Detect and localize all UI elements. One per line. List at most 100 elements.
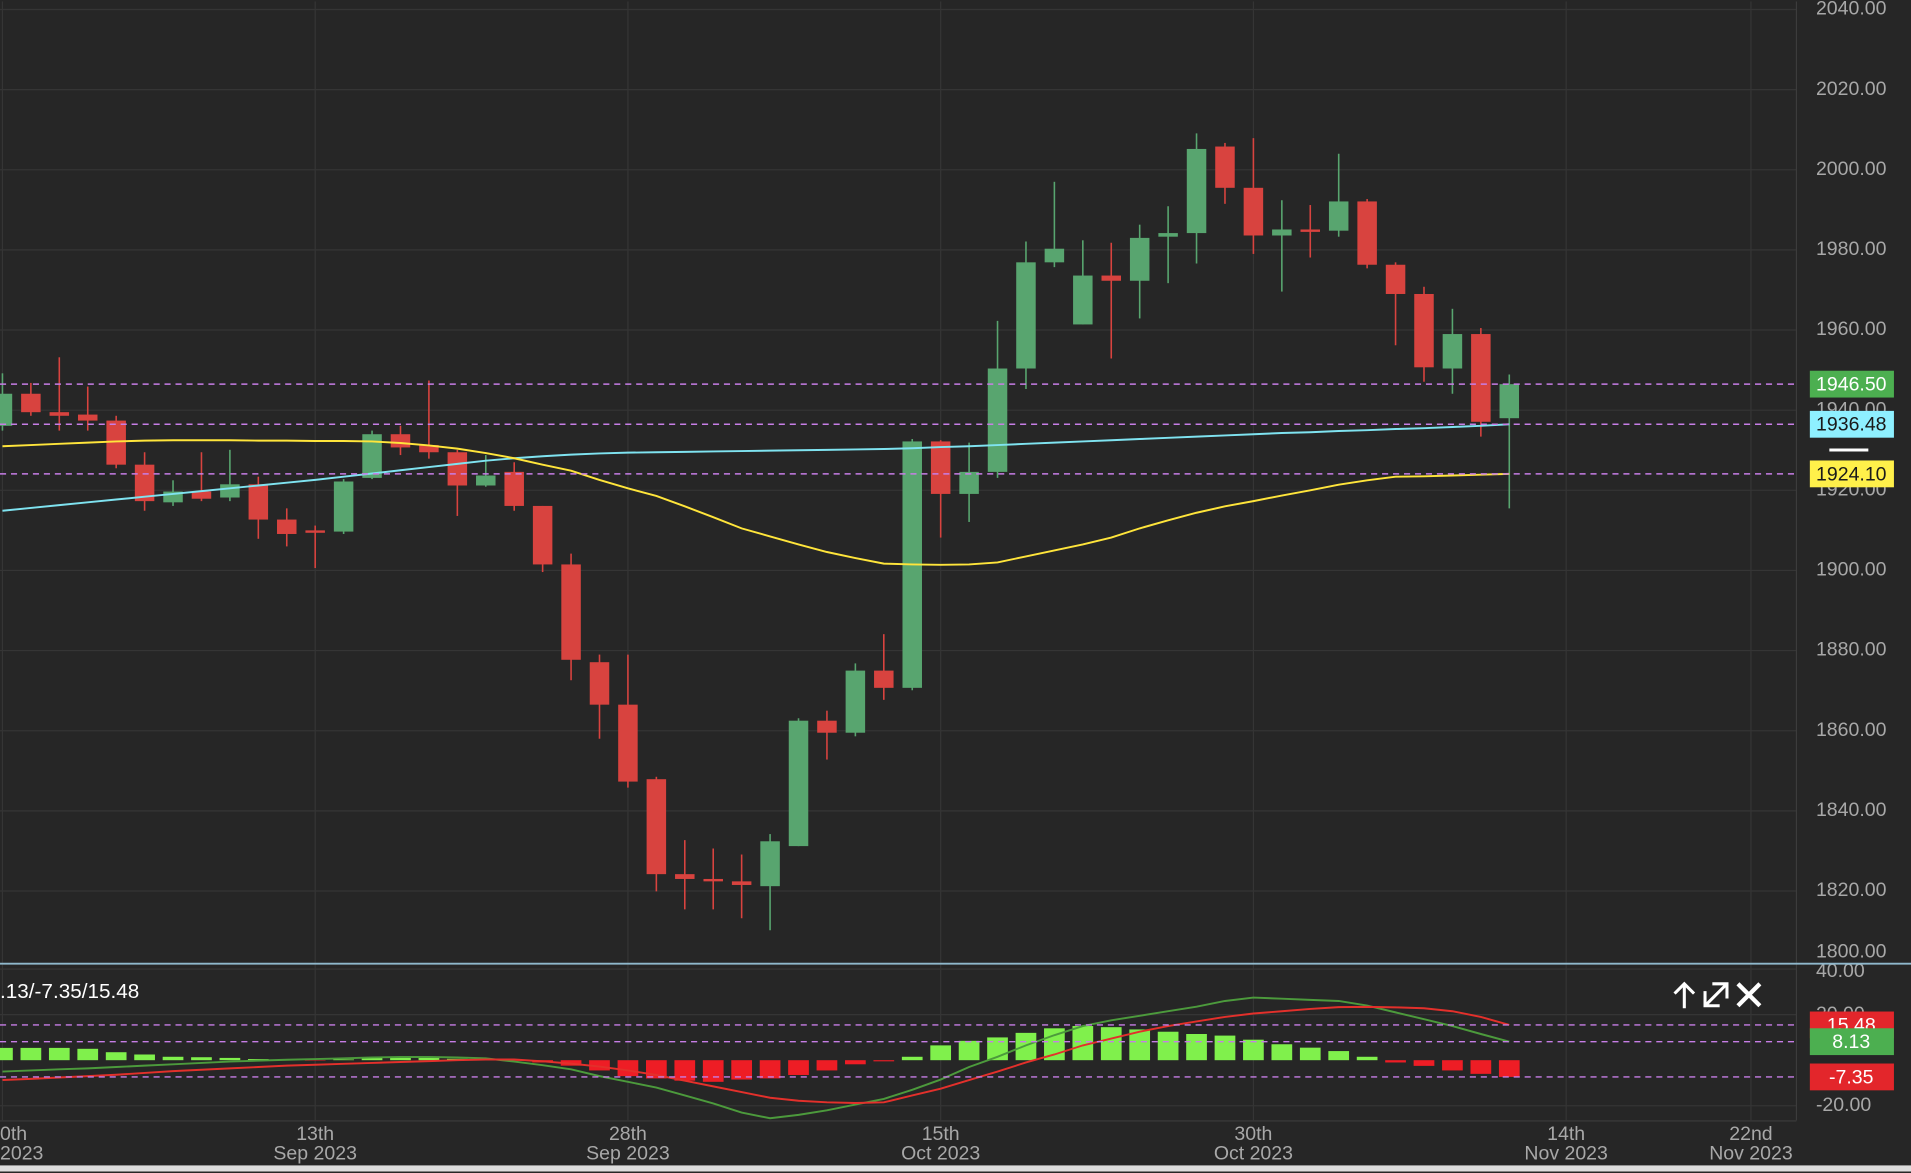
y-tick-label: 1860.00 [1816,719,1887,741]
candle-body [1385,264,1406,294]
price-label-box [1809,370,1894,398]
y-tick-label: 2040.00 [1816,0,1887,20]
candle-body [21,393,41,413]
indicator-line [2,423,1510,512]
histogram-bar [390,1057,411,1061]
histogram-bar [503,1060,525,1061]
histogram-bar [1498,1060,1520,1077]
price-label-box [1809,1063,1894,1091]
candle-body [1357,201,1377,265]
candle-body [1016,262,1036,369]
x-tick-label: 13th [296,1123,334,1145]
move-up-icon[interactable] [1673,981,1696,1009]
histogram-bar [191,1057,212,1061]
histogram-bar [1100,1027,1122,1061]
candle-body [1215,146,1235,188]
price-label-box [1809,460,1894,488]
y-tick-label: 1900.00 [1816,559,1887,581]
histogram-bar [1299,1047,1321,1061]
histogram-bar [901,1056,923,1061]
price-label: 8.13 [1832,1031,1870,1053]
y-tick-label: 1800.00 [1816,940,1887,962]
histogram-bar [1243,1039,1264,1061]
y-tick-label: 1960.00 [1816,318,1887,340]
histogram-bar [247,1059,269,1061]
candle-body [0,393,13,426]
indicator-panel [0,964,1797,1121]
x-tick-label: 28th [609,1123,647,1145]
bottom-strip [0,1165,1911,1172]
histogram-bar [702,1060,724,1082]
x-tick-sublabel: Nov 2023 [1524,1143,1607,1165]
candle-body [191,491,212,499]
candle-body [959,471,979,494]
x-tick-label: 0th [0,1123,27,1145]
candle-body [561,564,581,660]
candle-body [476,475,496,486]
histogram-bar [674,1060,696,1081]
candle-body [1414,293,1434,368]
histogram-bar [105,1052,127,1061]
candle-body [333,481,354,532]
candle-body [646,779,667,875]
x-tick-sublabel: 2023 [0,1143,43,1165]
y-tick-label: 1880.00 [1816,639,1887,661]
candle-body [1300,229,1321,232]
expand-icon[interactable] [1703,982,1729,1008]
price-label-box [1809,410,1894,438]
panel-controls [1673,981,1762,1009]
candle-body [1186,148,1207,234]
price-panel [0,1,1797,964]
histogram-bar [48,1047,70,1061]
histogram-bar [788,1060,809,1075]
candle-body [220,484,240,498]
histogram-bar [162,1056,184,1061]
candle-body [845,670,866,733]
candle-body [305,530,325,533]
histogram-bar [1072,1026,1094,1061]
histogram-bar [1413,1060,1435,1066]
y-tick-label: 2000.00 [1816,158,1887,180]
candle-body [760,841,780,887]
histogram-bar [134,1054,155,1061]
histogram-bar [418,1057,440,1061]
histogram-bar [1186,1034,1207,1061]
candle-body [618,704,638,782]
histogram-bar [0,1047,13,1061]
close-icon[interactable] [1736,982,1762,1008]
candle-body [1044,248,1065,263]
candle-body [1471,334,1491,422]
histogram-bar [1470,1060,1492,1074]
histogram-bar [1157,1031,1179,1061]
candle-body [1328,201,1349,231]
histogram-bar [759,1060,781,1079]
candle-body [447,452,468,486]
histogram-bar [77,1048,99,1061]
candle-body [1101,275,1122,281]
price-label-box [1809,1028,1894,1056]
price-label: 1924.10 [1816,463,1887,485]
x-tick-sublabel: Oct 2023 [1214,1143,1293,1165]
histogram-bar [617,1060,639,1077]
histogram-bar [589,1060,610,1071]
histogram-bar [731,1060,753,1080]
candle-body [788,720,809,847]
candle-body [419,445,439,453]
candle-body [731,881,752,885]
price-label: 1946.50 [1816,374,1887,396]
candle-body [49,412,70,416]
histogram-bar [1385,1060,1406,1063]
histogram-bar [1356,1056,1378,1061]
price-label: 1936.48 [1816,414,1887,436]
x-tick-label: 30th [1234,1123,1272,1145]
histogram-bar [1271,1044,1293,1061]
histogram-bar [1214,1035,1236,1061]
histogram-bar [930,1045,952,1061]
histogram-bar [1129,1029,1151,1061]
histogram-bar [816,1060,838,1071]
x-tick-label: 15th [922,1123,960,1145]
x-tick-sublabel: Sep 2023 [586,1143,670,1165]
candle-body [589,662,610,705]
